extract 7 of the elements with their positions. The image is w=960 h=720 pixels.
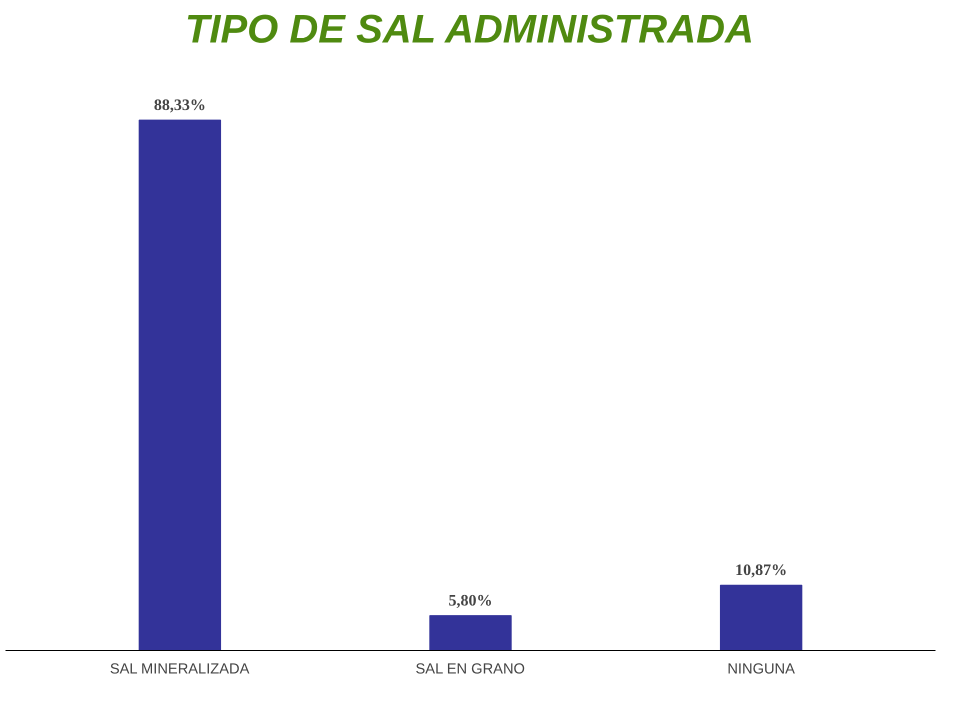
x-tick-label: NINGUNA (727, 662, 796, 678)
data-label: 10,87% (735, 562, 788, 580)
data-label: 88,33% (154, 97, 206, 114)
x-tick-label: SAL MINERALIZADA (110, 662, 250, 678)
data-label: 5,80% (448, 592, 492, 610)
chart-title: TIPO DE SAL ADMINISTRADA (184, 8, 754, 52)
x-tick-label: SAL EN GRANO (416, 662, 525, 678)
